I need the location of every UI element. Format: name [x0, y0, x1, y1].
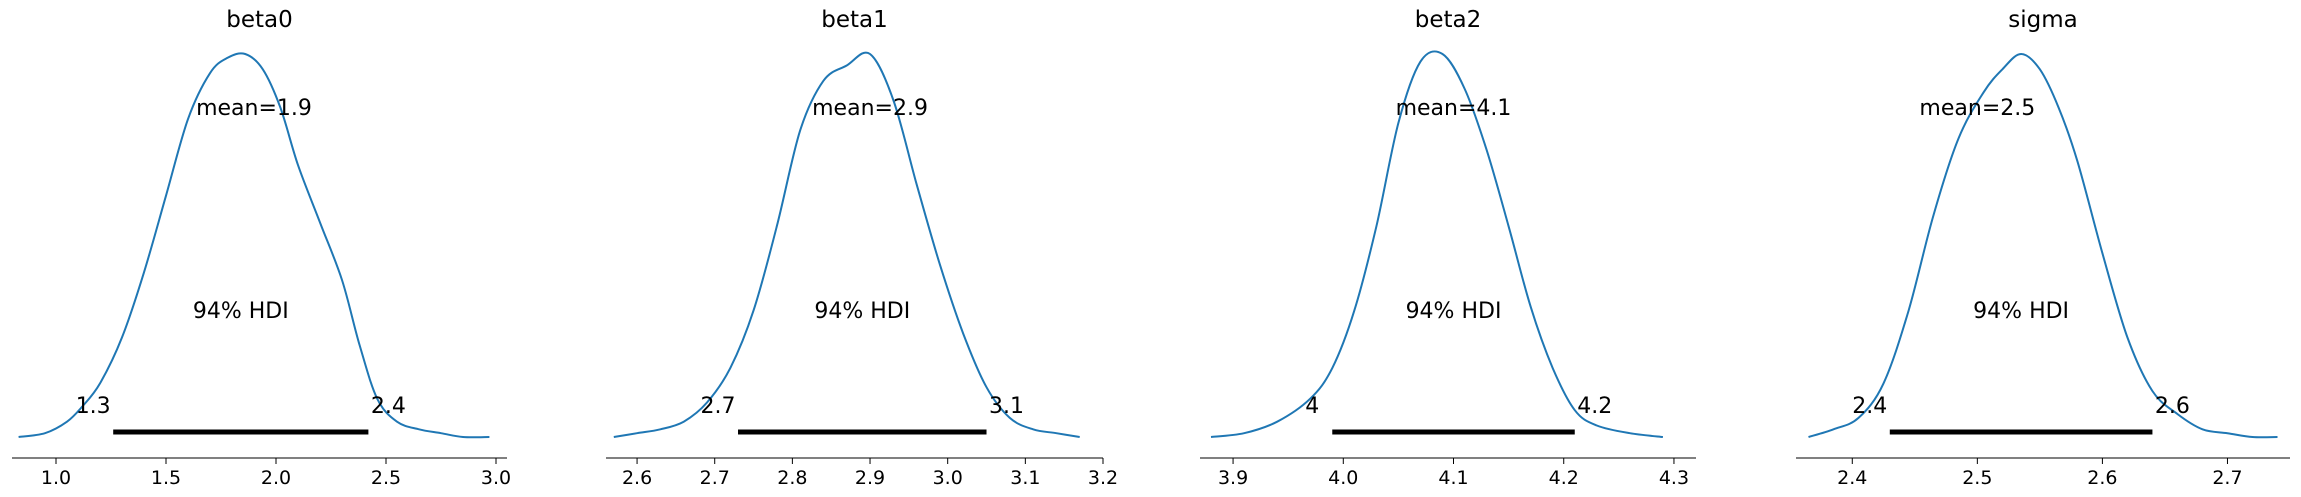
hdi-upper-label: 3.1 [989, 394, 1024, 419]
x-tick-label: 2.4 [1837, 467, 1867, 489]
subplot-beta0: beta0 1.0 1.5 2.0 2.5 3.0 1.3 2.4 mean=1.9 94% HD… [12, 7, 511, 489]
hdi-label: 94% HDI [1406, 299, 1502, 324]
hdi-lower-label: 2.4 [1852, 394, 1887, 419]
x-tick-label: 3.2 [1088, 467, 1118, 489]
subplot-title: beta0 [226, 7, 293, 33]
x-tick-label: 3.1 [1010, 467, 1040, 489]
x-tick-label: 2.5 [371, 467, 401, 489]
x-tick-label: 3.0 [481, 467, 511, 489]
hdi-label: 94% HDI [193, 299, 289, 324]
mean-label: mean=1.9 [196, 96, 312, 121]
x-tick-label: 4.1 [1438, 467, 1468, 489]
hdi-upper-label: 2.6 [2155, 394, 2190, 419]
x-tick-label: 4.2 [1549, 467, 1579, 489]
x-tick-label: 2.7 [700, 467, 730, 489]
x-tick-label: 1.5 [151, 467, 181, 489]
subplot-beta2: beta2 3.9 4.0 4.1 4.2 4.3 4 4.2 mean=4.1 94% HDI [1200, 7, 1696, 489]
mean-label: mean=4.1 [1396, 96, 1512, 121]
density-curve [613, 51, 1080, 438]
x-tick-label: 4.0 [1328, 467, 1358, 489]
subplot-title: beta2 [1415, 7, 1482, 33]
x-tick-label: 4.3 [1659, 467, 1689, 489]
x-tick-label: 3.0 [933, 467, 963, 489]
subplot-beta1: beta1 2.6 2.7 2.8 2.9 3.0 3.1 3.2 2.7 3.1 mean=2.9… [606, 7, 1118, 489]
hdi-lower-label: 4 [1305, 394, 1319, 419]
x-tick-label: 2.7 [2212, 467, 2242, 489]
x-tick-label: 2.0 [261, 467, 291, 489]
mean-label: mean=2.5 [1919, 96, 2035, 121]
density-curve [1808, 52, 2278, 439]
hdi-upper-label: 4.2 [1577, 394, 1612, 419]
hdi-lower-label: 2.7 [701, 394, 736, 419]
hdi-lower-label: 1.3 [76, 394, 111, 419]
subplot-title: sigma [2008, 7, 2077, 33]
x-tick-label: 2.5 [1962, 467, 1992, 489]
hdi-upper-label: 2.4 [371, 394, 406, 419]
density-curve [18, 52, 490, 439]
x-tick-label: 2.8 [777, 467, 807, 489]
subplot-title: beta1 [821, 7, 888, 33]
x-tick-label: 2.6 [2087, 467, 2117, 489]
x-tick-label: 2.9 [855, 467, 885, 489]
mean-label: mean=2.9 [812, 96, 928, 121]
hdi-label: 94% HDI [1973, 299, 2069, 324]
x-tick-label: 2.6 [622, 467, 652, 489]
density-curve [1210, 50, 1664, 438]
hdi-label: 94% HDI [814, 299, 910, 324]
x-tick-label: 1.0 [41, 467, 71, 489]
x-tick-label: 3.9 [1218, 467, 1248, 489]
subplot-sigma: sigma 2.4 2.5 2.6 2.7 2.4 2.6 mean=2.5 94% HDI [1796, 7, 2290, 489]
